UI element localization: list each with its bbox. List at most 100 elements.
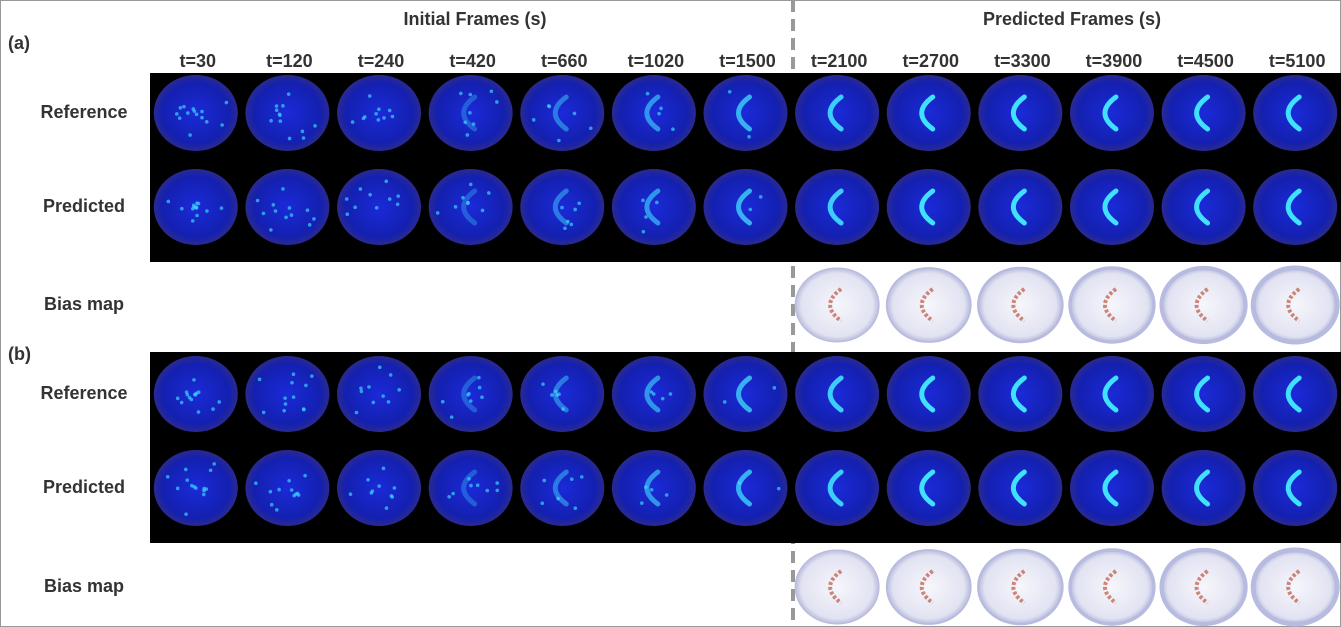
- speckle: [182, 105, 186, 109]
- speckle: [310, 374, 314, 378]
- pet-frame: [1162, 169, 1246, 245]
- speckle: [646, 92, 650, 96]
- pet-frame: [429, 169, 513, 245]
- speckle: [541, 382, 545, 386]
- bias-frame: [1162, 268, 1246, 342]
- speckle: [312, 217, 316, 221]
- speckle: [384, 179, 388, 183]
- pet-frame: [704, 356, 788, 432]
- speckle: [459, 92, 463, 96]
- row-label: Predicted: [43, 477, 125, 497]
- pet-frame: [978, 75, 1062, 151]
- pet-frame: [612, 75, 696, 151]
- speckle: [665, 493, 669, 497]
- time-label: t=120: [266, 51, 313, 71]
- speckle: [256, 199, 260, 203]
- speckle: [476, 483, 480, 487]
- speckle: [669, 392, 673, 396]
- row-label: Bias map: [44, 576, 124, 596]
- speckle: [275, 104, 279, 108]
- speckle: [272, 203, 276, 207]
- speckle: [225, 101, 229, 105]
- speckle: [466, 133, 470, 137]
- speckle: [563, 226, 567, 230]
- speckle: [274, 209, 278, 213]
- speckle: [205, 209, 209, 213]
- speckle: [391, 115, 395, 119]
- speckle: [547, 104, 551, 108]
- speckle: [657, 112, 661, 116]
- speckle: [200, 116, 204, 120]
- speckle: [375, 206, 379, 210]
- speckle: [397, 388, 401, 392]
- speckle: [279, 119, 283, 123]
- speckle: [202, 493, 206, 497]
- pet-frame: [520, 450, 604, 526]
- speckle: [374, 112, 378, 116]
- pet-frame: [704, 450, 788, 526]
- speckle: [209, 469, 213, 473]
- speckle: [302, 407, 306, 411]
- bias-frame: [1070, 550, 1154, 624]
- speckle: [184, 468, 188, 472]
- speckle: [303, 474, 307, 478]
- pet-frame: [1253, 450, 1337, 526]
- pet-frame: [245, 450, 329, 526]
- speckle: [747, 135, 751, 139]
- speckle: [179, 106, 183, 110]
- speckle: [359, 387, 363, 391]
- speckle: [287, 479, 291, 483]
- speckle: [167, 200, 171, 204]
- panel-label: (b): [8, 344, 31, 364]
- speckle: [184, 512, 188, 516]
- pet-frame: [245, 169, 329, 245]
- speckle: [468, 111, 472, 115]
- speckle: [728, 90, 732, 94]
- speckle: [190, 484, 194, 488]
- bias-frame: [1253, 550, 1337, 624]
- speckle: [359, 187, 363, 191]
- speckle: [180, 401, 184, 405]
- bias-frame: [1070, 268, 1154, 342]
- speckle: [290, 488, 294, 492]
- speckle: [195, 112, 199, 116]
- speckle: [390, 494, 394, 498]
- speckle: [176, 487, 180, 491]
- bias-frame: [887, 550, 971, 624]
- pet-frame: [978, 450, 1062, 526]
- speckle: [366, 478, 370, 482]
- speckle: [573, 208, 577, 212]
- bias-frame: [795, 550, 879, 624]
- speckle: [532, 118, 536, 122]
- speckle: [302, 136, 306, 140]
- speckle: [759, 195, 763, 199]
- bias-frame: [978, 550, 1062, 624]
- speckle: [477, 376, 481, 380]
- speckle: [345, 212, 349, 216]
- speckle: [570, 477, 574, 481]
- speckle: [205, 120, 209, 124]
- pet-frame: [795, 450, 879, 526]
- speckle: [589, 126, 593, 130]
- pet-frame: [520, 356, 604, 432]
- speckle: [650, 390, 654, 394]
- speckle: [723, 400, 727, 404]
- pet-frame: [887, 169, 971, 245]
- speckle: [487, 191, 491, 195]
- speckle: [377, 484, 381, 488]
- speckle: [396, 202, 400, 206]
- speckle: [671, 127, 675, 131]
- figure: Initial Frames (s) Predicted Frames (s) …: [0, 0, 1341, 627]
- speckle: [368, 193, 372, 197]
- speckle: [283, 396, 287, 400]
- time-label: t=4500: [1177, 51, 1234, 71]
- speckle: [269, 119, 273, 123]
- speckle: [180, 207, 184, 211]
- row-label: Predicted: [43, 196, 125, 216]
- speckle: [281, 187, 285, 191]
- speckle: [377, 107, 381, 111]
- speckle: [304, 384, 308, 388]
- speckle: [661, 397, 665, 401]
- speckle: [313, 124, 317, 128]
- pet-frame: [1253, 356, 1337, 432]
